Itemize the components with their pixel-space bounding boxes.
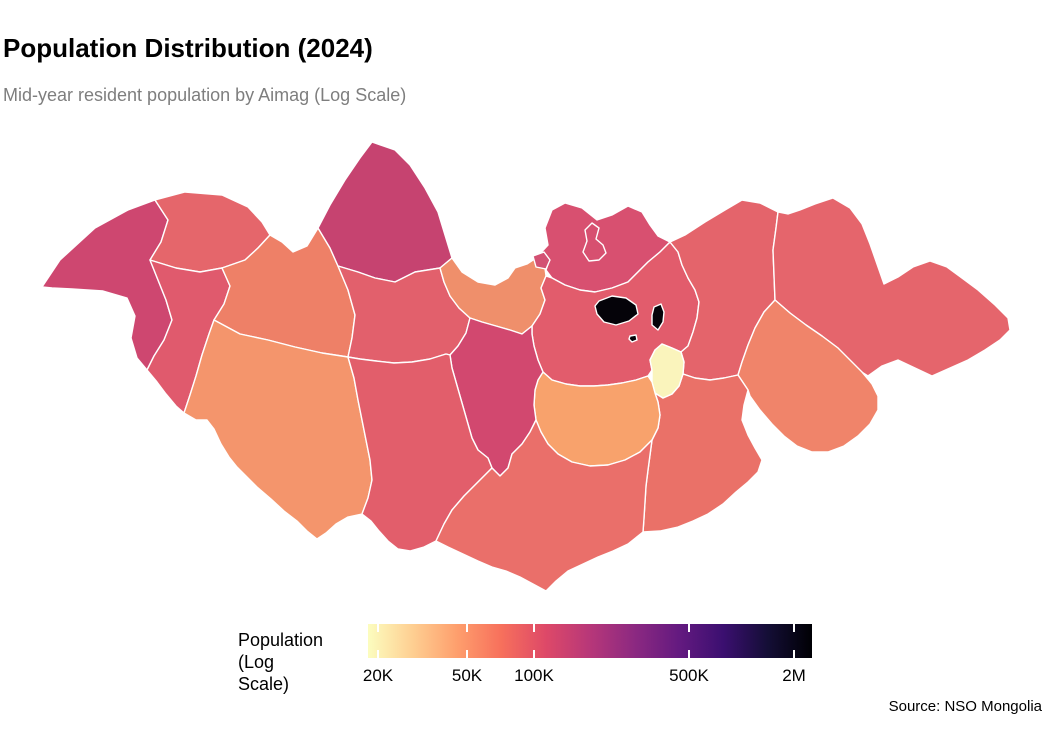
region-ulaanbaatar-bagakhangai (628, 334, 638, 343)
legend-gradient (368, 624, 812, 658)
region-omnogovi (435, 419, 653, 592)
legend-tick-label: 500K (669, 666, 709, 685)
region-ulaanbaatar-baganuur (651, 303, 665, 331)
legend-tick-label: 50K (451, 666, 483, 685)
legend-tick-mark (688, 650, 690, 658)
legend-tick-mark (688, 624, 690, 632)
legend-tick-label: 100K (514, 666, 554, 685)
region-khovsgol (317, 141, 453, 283)
region-bayan-olgii (41, 199, 173, 371)
source-text: Source: NSO Mongolia (888, 698, 1042, 715)
legend-tick-mark (466, 624, 468, 632)
page-title: Population Distribution (2024) (3, 33, 373, 63)
legend-title-line2: (Log Scale) (238, 652, 290, 694)
legend-title-line1: Population (238, 630, 324, 650)
region-govisumber (649, 343, 685, 399)
legend-tick-mark (533, 650, 535, 658)
legend-tick-mark (466, 650, 468, 658)
region-orkhon (532, 251, 551, 270)
legend-colorbar: 20K 50K 100K 500K 2M (363, 624, 812, 685)
legend-tick-mark (793, 624, 795, 632)
legend-tick-mark (533, 624, 535, 632)
legend-tick-mark (377, 650, 379, 658)
legend-tick-label: 20K (362, 666, 394, 685)
legend-tick-mark (377, 624, 379, 632)
region-sukhbaatar (737, 299, 879, 453)
legend-tick-mark (793, 650, 795, 658)
region-darkhan-uul (582, 222, 607, 262)
region-dornogovi (642, 373, 763, 533)
legend-tick-label: 2M (782, 666, 806, 685)
region-ulaanbaatar (594, 295, 639, 326)
page-subtitle: Mid-year resident population by Aimag (L… (3, 85, 407, 105)
legend-title: Population (Log Scale) (238, 629, 323, 695)
